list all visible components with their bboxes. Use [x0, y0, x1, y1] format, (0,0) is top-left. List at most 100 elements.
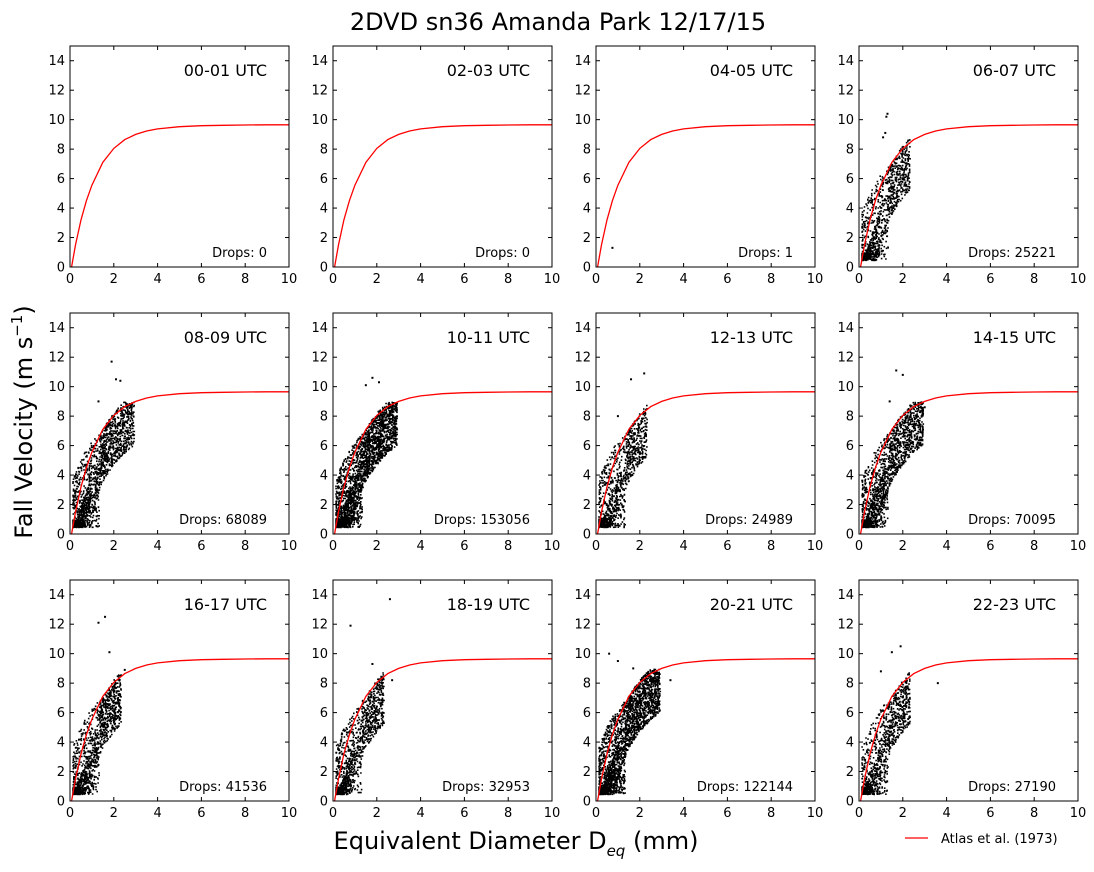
x-tick-label: 10 — [544, 806, 561, 821]
panel-time-label: 00-01 UTC — [184, 61, 267, 80]
drop-point — [371, 376, 374, 379]
y-tick-label: 12 — [48, 351, 65, 366]
panel-04-05-utc: 0 2 4 6 8 10 0 2 4 6 8 10 12 14 04-05 UTC Drops: 1 — [574, 45, 823, 287]
y-tick-label: 2 — [320, 498, 328, 513]
panel-20-21-utc: 0 2 4 6 8 10 0 2 4 6 8 10 12 14 20-21 UTC Drops: 122144 — [574, 579, 823, 821]
x-tick-label: 0 — [592, 272, 600, 287]
atlas-curve — [859, 658, 1078, 801]
x-tick-label: 2 — [110, 806, 118, 821]
x-tick-label: 0 — [329, 539, 337, 554]
y-tick-label: 10 — [837, 647, 854, 662]
x-tick-label: 2 — [373, 806, 381, 821]
y-tick-label: 12 — [311, 618, 328, 633]
y-axis-label-exponent: −1 — [8, 315, 26, 337]
x-axis-label: Equivalent Diameter Deq (mm) — [334, 827, 699, 860]
drop-point — [388, 598, 391, 601]
drop-point — [608, 652, 611, 655]
atlas-curve — [333, 124, 552, 267]
y-tick-label: 14 — [574, 588, 591, 603]
x-tick-label: 4 — [153, 272, 161, 287]
panel-time-label: 04-05 UTC — [710, 61, 793, 80]
y-tick-label: 14 — [574, 54, 591, 69]
y-tick-label: 8 — [320, 143, 328, 158]
y-tick-label: 2 — [583, 765, 591, 780]
drop-point — [890, 651, 893, 654]
drop-point — [108, 651, 111, 654]
y-tick-label: 6 — [57, 439, 65, 454]
panel-drop-count: Drops: 41536 — [179, 780, 267, 795]
x-tick-label: 2 — [110, 272, 118, 287]
axes-frame — [858, 579, 1079, 802]
panel-06-07-utc: 0 2 4 6 8 10 0 2 4 6 8 10 12 14 06-07 UTC Drops: 25221 — [837, 45, 1086, 287]
y-tick-label: 10 — [48, 647, 65, 662]
y-tick-label: 8 — [320, 410, 328, 425]
x-tick-label: 6 — [460, 539, 468, 554]
legend: Atlas et al. (1973) — [905, 832, 1058, 847]
y-tick-label: 12 — [311, 351, 328, 366]
drop-point — [879, 670, 882, 673]
drop-point — [895, 369, 898, 372]
y-tick-label: 14 — [837, 588, 854, 603]
panel-time-label: 12-13 UTC — [710, 328, 793, 347]
panel-drop-count: Drops: 1 — [738, 246, 793, 261]
drop-point — [97, 621, 100, 624]
panel-18-19-utc: 0 2 4 6 8 10 0 2 4 6 8 10 12 14 18-19 UTC Drops: 32953 — [311, 579, 561, 821]
x-tick-label: 6 — [197, 806, 205, 821]
x-tick-label: 4 — [153, 539, 161, 554]
y-tick-label: 6 — [320, 706, 328, 721]
panel-drop-count: Drops: 25221 — [968, 246, 1056, 261]
y-tick-label: 14 — [837, 54, 854, 69]
drop-point — [669, 679, 672, 682]
x-axis-label-main: Equivalent Diameter D — [334, 827, 607, 855]
x-tick-label: 2 — [899, 272, 907, 287]
y-tick-label: 0 — [583, 261, 591, 276]
drop-point — [936, 682, 939, 685]
panel-drop-count: Drops: 122144 — [697, 780, 793, 795]
x-tick-label: 0 — [855, 272, 863, 287]
x-tick-label: 6 — [723, 272, 731, 287]
axes-frame — [595, 579, 816, 802]
y-tick-label: 4 — [846, 202, 854, 217]
drop-point — [611, 246, 614, 249]
x-tick-label: 8 — [241, 272, 249, 287]
y-tick-label: 12 — [48, 84, 65, 99]
y-tick-label: 0 — [57, 261, 65, 276]
y-tick-label: 10 — [574, 380, 591, 395]
y-tick-label: 8 — [57, 677, 65, 692]
panel-drop-count: Drops: 70095 — [968, 513, 1056, 528]
x-tick-label: 2 — [636, 806, 644, 821]
y-tick-label: 2 — [846, 498, 854, 513]
y-tick-label: 6 — [846, 706, 854, 721]
y-axis-label-main: Fall Velocity (m s — [10, 337, 38, 539]
panel-22-23-utc: 0 2 4 6 8 10 0 2 4 6 8 10 12 14 22-23 UTC Drops: 27190 — [837, 579, 1086, 821]
x-tick-label: 8 — [1030, 806, 1038, 821]
x-tick-label: 8 — [504, 539, 512, 554]
x-tick-label: 6 — [460, 272, 468, 287]
y-tick-label: 2 — [846, 231, 854, 246]
x-tick-label: 10 — [281, 272, 298, 287]
y-tick-label: 8 — [57, 410, 65, 425]
x-tick-label: 4 — [679, 539, 687, 554]
y-tick-label: 6 — [57, 172, 65, 187]
y-tick-label: 0 — [846, 528, 854, 543]
y-tick-label: 6 — [320, 172, 328, 187]
x-tick-label: 8 — [767, 539, 775, 554]
x-tick-label: 0 — [66, 539, 74, 554]
panel-drop-count: Drops: 27190 — [968, 780, 1056, 795]
y-tick-label: 4 — [583, 469, 591, 484]
y-tick-label: 4 — [846, 469, 854, 484]
drop-point — [377, 381, 380, 384]
y-tick-label: 10 — [837, 380, 854, 395]
x-tick-label: 6 — [986, 272, 994, 287]
panel-time-label: 08-09 UTC — [184, 328, 267, 347]
panel-time-label: 22-23 UTC — [973, 595, 1056, 614]
y-tick-label: 12 — [574, 84, 591, 99]
y-tick-label: 0 — [846, 795, 854, 810]
x-tick-label: 2 — [899, 806, 907, 821]
atlas-curve — [70, 391, 289, 534]
x-tick-label: 4 — [942, 272, 950, 287]
drop-point — [899, 645, 902, 648]
x-tick-label: 6 — [197, 539, 205, 554]
y-tick-label: 6 — [583, 706, 591, 721]
atlas-curve — [70, 124, 289, 267]
